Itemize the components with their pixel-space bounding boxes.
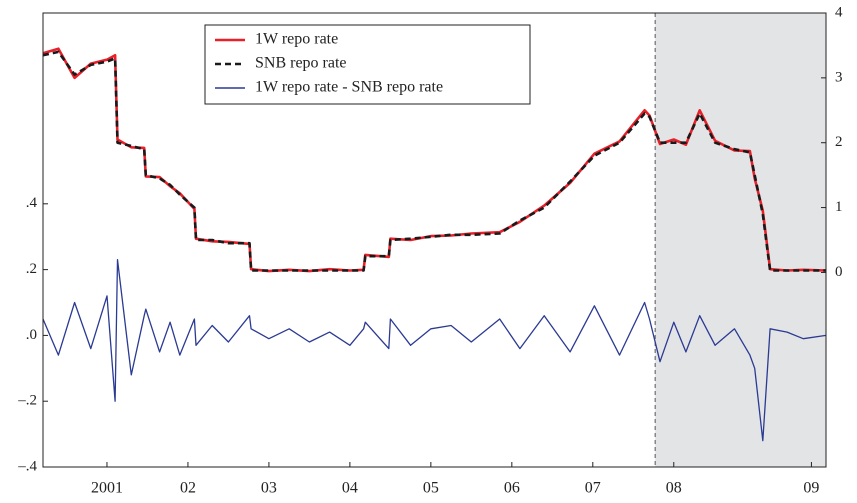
y-tick-label: .0 (26, 327, 37, 343)
x-tick-label: 09 (803, 480, 819, 497)
y2-tick-label: 4 (835, 4, 843, 20)
y2-tick-label: 0 (835, 264, 843, 280)
shaded-region (655, 13, 826, 467)
legend-label: 1W repo rate (255, 31, 338, 48)
y-tick-label: .2 (26, 261, 37, 277)
y2-tick-label: 3 (835, 69, 843, 85)
x-tick-label: 02 (180, 480, 196, 497)
x-tick-label: 07 (585, 480, 601, 497)
y2-tick-label: 2 (835, 134, 843, 150)
x-tick-label: 2001 (91, 480, 123, 497)
legend-box (204, 24, 531, 105)
legend-label: 1W repo rate - SNB repo rate (255, 79, 443, 96)
x-tick-label: 08 (666, 480, 682, 497)
plot-frame (42, 12, 827, 468)
x-tick-label: 04 (342, 480, 358, 497)
legend-label: SNB repo rate (255, 55, 347, 72)
y-tick-label: .4 (26, 195, 38, 211)
x-tick-label: 05 (423, 480, 439, 497)
y-tick-label: –.2 (17, 393, 37, 409)
y2-tick-label: 1 (835, 199, 843, 215)
x-tick-label: 03 (261, 480, 277, 497)
y-tick-label: –.4 (17, 458, 37, 474)
series-line (42, 47, 827, 273)
series-line (42, 259, 827, 442)
x-tick-label: 06 (504, 480, 520, 497)
